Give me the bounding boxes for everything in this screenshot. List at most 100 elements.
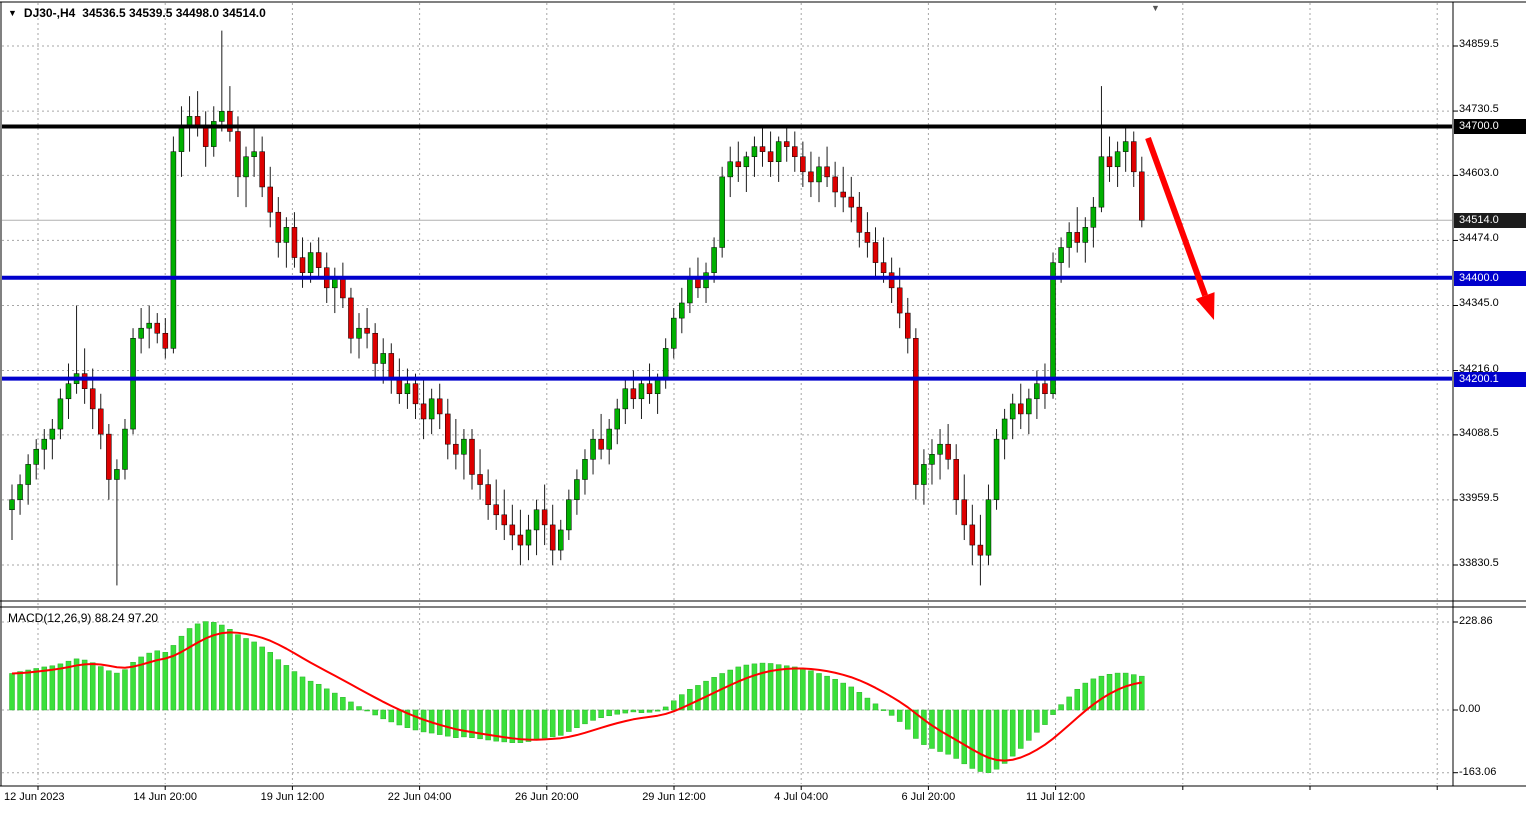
bull-candle-body — [17, 484, 23, 500]
macd-tick-label: 0.00 — [1459, 703, 1481, 715]
bull-candle-body — [122, 428, 128, 470]
bear-candle-body — [646, 383, 653, 395]
bear-candle-body — [880, 262, 887, 273]
time-axis-label: 12 Jun 2023 — [4, 791, 65, 803]
bull-candle-body — [711, 247, 717, 273]
macd-histogram-bar — [356, 706, 362, 711]
level-price-tag: 34700.0 — [1454, 119, 1526, 135]
bull-candle-body — [1122, 141, 1129, 152]
macd-histogram-bar — [590, 709, 596, 721]
bear-candle-body — [299, 257, 306, 273]
macd-histogram-bar — [469, 709, 475, 738]
bull-candle-body — [687, 277, 693, 304]
bull-candle-body — [1050, 262, 1056, 395]
bear-candle-body — [872, 242, 879, 263]
macd-histogram-bar — [533, 709, 540, 741]
macd-histogram-bar — [194, 623, 201, 711]
macd-histogram-bar — [1090, 678, 1097, 711]
macd-histogram-bar — [1098, 675, 1105, 711]
bull-candle-body — [170, 151, 177, 349]
bear-candle-body — [856, 206, 863, 233]
macd-histogram-bar — [461, 709, 467, 738]
macd-histogram-bar — [905, 709, 911, 730]
macd-histogram-bar — [1009, 709, 1016, 757]
time-axis[interactable]: 12 Jun 2023 14 Jun 20:00 19 Jun 12:00 22 Ju… — [0, 789, 1526, 813]
macd-histogram-bar — [558, 709, 564, 736]
bull-candle-body — [65, 383, 72, 400]
bull-candle-body — [743, 156, 750, 168]
chart-shift-marker[interactable]: ▼ — [1151, 3, 1160, 13]
bull-candle-body — [816, 166, 822, 183]
bull-candle-body — [662, 348, 669, 379]
current-price-tag: 34514.0 — [1454, 213, 1526, 229]
bull-candle-body — [1082, 227, 1089, 243]
bull-candle-body — [775, 141, 782, 163]
macd-histogram-bar — [170, 645, 177, 711]
macd-histogram-bar — [582, 709, 588, 725]
bull-candle-body — [146, 322, 152, 329]
trend-arrow-head[interactable] — [1195, 292, 1215, 320]
bear-candle-body — [848, 196, 855, 208]
bull-candle-body — [178, 126, 185, 152]
bear-candle-body — [388, 353, 395, 379]
bear-candle-body — [896, 287, 903, 314]
macd-histogram-bar — [307, 680, 314, 711]
bull-candle-body — [921, 464, 927, 485]
macd-histogram-bar — [332, 692, 338, 711]
macd-histogram-bar — [154, 650, 161, 711]
time-axis-label: 4 Jul 04:00 — [774, 791, 829, 803]
bear-candle-body — [81, 373, 88, 389]
bear-candle-body — [501, 514, 508, 526]
bull-candle-body — [1034, 383, 1040, 400]
trend-arrow-shaft[interactable] — [1145, 136, 1208, 297]
macd-histogram-bar — [654, 709, 661, 712]
macd-histogram-bar — [792, 666, 798, 711]
macd-histogram-bar — [243, 638, 249, 711]
macd-histogram-bar — [977, 709, 984, 772]
bull-candle-body — [1009, 403, 1016, 420]
macd-histogram-bar — [719, 673, 725, 711]
macd-histogram-bar — [122, 669, 128, 711]
bear-candle-body — [808, 171, 814, 183]
bull-candle-body — [614, 408, 620, 430]
macd-histogram-bar — [404, 709, 411, 728]
chart-menu-icon[interactable]: ▼ — [8, 8, 17, 18]
macd-histogram-bar — [445, 709, 451, 737]
macd-histogram-bar — [808, 670, 814, 711]
bear-candle-body — [517, 534, 524, 546]
macd-histogram-bar — [574, 709, 580, 728]
bull-candle-body — [751, 146, 758, 157]
macd-histogram-bar — [1082, 682, 1089, 711]
bear-candle-body — [154, 322, 161, 334]
time-axis-label: 11 Jul 12:00 — [1026, 791, 1086, 803]
macd-histogram-bar — [735, 666, 742, 711]
level-price-tag: 34200.1 — [1454, 371, 1526, 387]
price-tick-label: 34088.5 — [1459, 426, 1499, 439]
macd-tick-label: 228.86 — [1459, 614, 1493, 627]
bear-candle-body — [840, 191, 846, 198]
macd-histogram-bar — [162, 652, 169, 711]
bear-candle-body — [630, 388, 637, 400]
macd-histogram-bar — [622, 709, 629, 714]
level-price-tag: 34400.0 — [1454, 270, 1526, 286]
time-axis-label: 22 Jun 04:00 — [387, 791, 452, 803]
macd-histogram-bar — [106, 670, 112, 711]
macd-histogram-bar — [130, 662, 136, 711]
bear-candle-body — [235, 131, 241, 178]
bear-candle-body — [89, 388, 96, 410]
bear-candle-body — [436, 398, 443, 415]
macd-histogram-bar — [98, 666, 104, 711]
macd-tick-label: -163.06 — [1459, 765, 1497, 778]
bull-candle-body — [57, 398, 64, 430]
bear-candle-body — [267, 186, 273, 213]
price-tick-label: 34603.0 — [1459, 167, 1499, 180]
time-axis-label: 26 Jun 20:00 — [514, 791, 579, 803]
price-axis[interactable]: 34859.5 34730.5 34603.0 34474.0 34345.0 34216… — [1454, 0, 1526, 786]
macd-histogram-bar — [913, 709, 919, 739]
macd-histogram-bar — [259, 646, 265, 711]
macd-histogram-bar — [993, 709, 1000, 770]
macd-axis[interactable]: 228.86 0.00 -163.06 — [1454, 0, 1526, 786]
macd-histogram-bar — [372, 709, 378, 716]
